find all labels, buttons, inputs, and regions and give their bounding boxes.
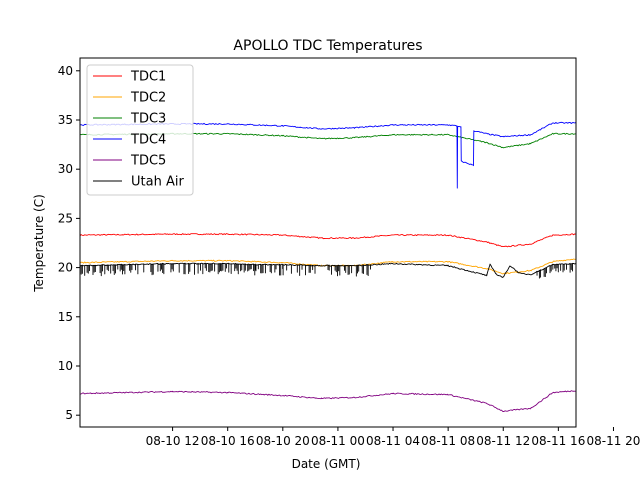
y-tick-label: 25 [58, 211, 73, 225]
legend-label: TDC4 [130, 133, 166, 148]
x-tick-label: 08-11 04 [366, 434, 420, 448]
x-tick-label: 08-10 16 [201, 434, 255, 448]
x-tick-label: 08-11 20 [586, 434, 640, 448]
y-tick-label: 5 [65, 408, 73, 422]
y-tick-label: 30 [58, 162, 73, 176]
x-tick-label: 08-10 12 [146, 434, 200, 448]
y-tick-label: 20 [58, 261, 73, 275]
y-tick-label: 40 [58, 64, 73, 78]
plot-frame [79, 57, 577, 428]
chart-title: APOLLO TDC Temperatures [233, 38, 422, 54]
legend-items: TDC1 TDC2 TDC3 TDC4 TDC5 Utah Air [93, 70, 184, 190]
x-tick-label: 08-11 08 [421, 434, 475, 448]
legend: TDC1 TDC2 TDC3 TDC4 TDC5 Utah Air [86, 64, 194, 196]
legend-label: TDC5 [130, 154, 166, 169]
legend-label: Utah Air [131, 175, 184, 190]
legend-label: TDC1 [130, 70, 166, 85]
legend-label: TDC3 [130, 112, 166, 127]
y-axis-label: Temperature (C) [32, 194, 46, 293]
series-line-utah-air [79, 262, 577, 279]
x-tick-label: 08-11 12 [476, 434, 530, 448]
y-tick-label: 10 [58, 359, 73, 373]
y-tick-label: 15 [58, 310, 73, 324]
series-line-tdc5 [79, 390, 577, 412]
x-axis-label: Date (GMT) [292, 457, 361, 471]
legend-label: TDC2 [130, 91, 166, 106]
series-line-tdc1 [79, 233, 577, 248]
x-tick-label: 08-10 20 [256, 434, 310, 448]
x-tick-label: 08-11 16 [531, 434, 585, 448]
y-tick-label: 35 [58, 113, 73, 127]
x-tick-label: 08-11 00 [311, 434, 365, 448]
